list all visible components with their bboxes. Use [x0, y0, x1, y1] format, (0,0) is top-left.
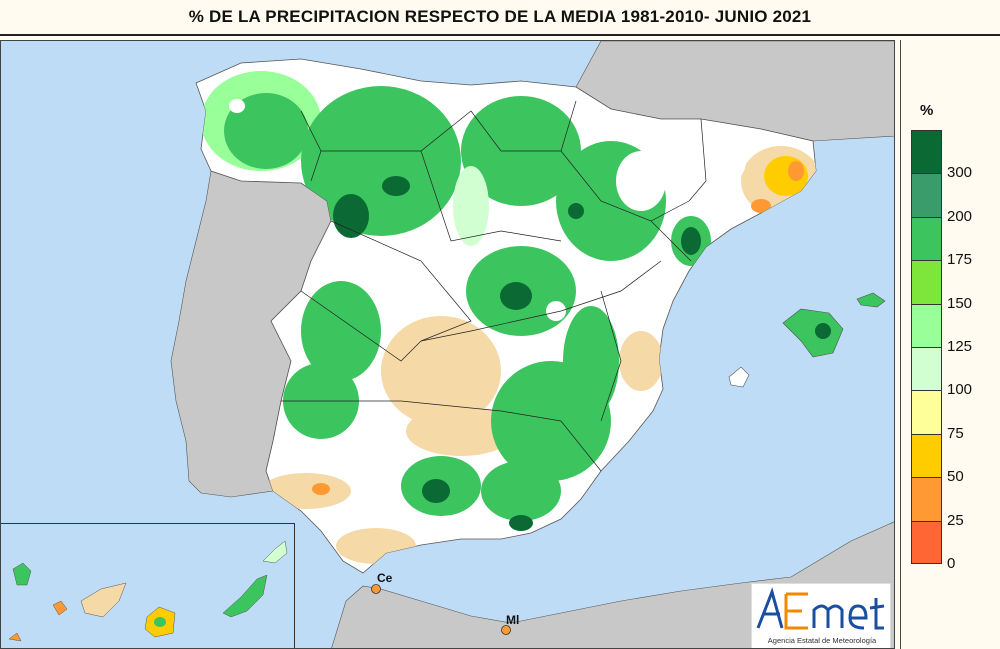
legend-label: 100 [947, 381, 973, 399]
legend-swatch [911, 390, 942, 434]
legend-swatch [911, 303, 942, 347]
legend-label: 200 [947, 207, 973, 225]
region-borders [281, 100, 707, 472]
map-frame: Ce Ml Agencia Estatal de Meteorología [0, 40, 895, 649]
legend-label: 300 [947, 164, 973, 182]
menorca [856, 292, 886, 308]
legend-label: 50 [947, 468, 964, 486]
aemet-subtitle: Agencia Estatal de Meteorología [767, 636, 877, 645]
legend-unit: % [920, 102, 934, 119]
legend-label: 75 [947, 424, 964, 442]
legend-swatch [911, 260, 942, 304]
aemet-wordmark [756, 587, 885, 630]
ceuta-label: Ce [377, 571, 393, 585]
legend-swatch [911, 433, 942, 478]
mallorca [782, 308, 844, 358]
legend-swatch [911, 347, 942, 391]
ceuta-marker [371, 584, 381, 594]
legend-swatch [911, 130, 942, 174]
ibiza [728, 366, 750, 388]
canary-islands-inset [8, 540, 288, 642]
legend-label: 125 [947, 338, 973, 355]
legend-label: 175 [947, 251, 973, 269]
legend-label: 150 [947, 294, 973, 312]
legend-swatch [911, 520, 942, 564]
melilla-marker [501, 625, 511, 635]
legend-label: 25 [947, 511, 964, 529]
legend-panel: % 300 200 175 150 125 100 75 50 25 0 [900, 40, 1000, 649]
aemet-logo: Agencia Estatal de Meteorología [751, 583, 891, 648]
legend-swatch [911, 216, 942, 261]
canary-inset-frame [1, 523, 295, 648]
title-bar: % DE LA PRECIPITACION RESPECTO DE LA MED… [0, 0, 1000, 36]
map-title: % DE LA PRECIPITACION RESPECTO DE LA MED… [188, 7, 812, 26]
melilla-label: Ml [506, 613, 520, 627]
legend-swatch [911, 173, 942, 217]
legend-swatch [911, 477, 942, 521]
legend-label: 0 [947, 555, 956, 572]
